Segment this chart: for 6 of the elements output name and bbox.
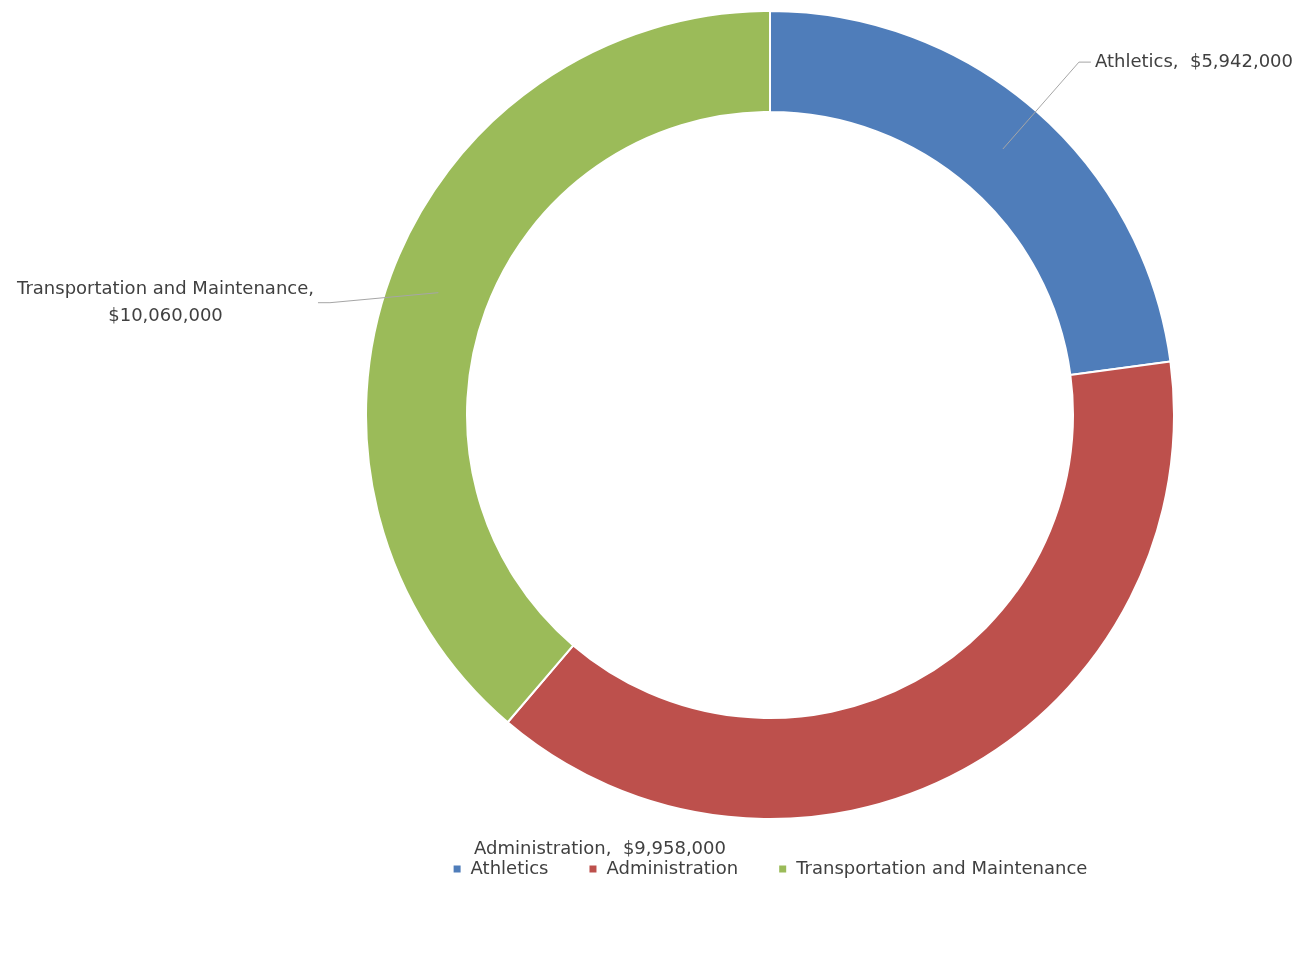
- legend-label: Transportation and Maintenance: [795, 856, 1088, 878]
- legend-label: Athletics: [470, 856, 549, 878]
- data-label: Administration, $9,958,000: [474, 836, 726, 858]
- data-label: Transportation and Maintenance, $10,060,000: [16, 276, 314, 325]
- legend-label: Administration: [606, 856, 739, 878]
- data-label: Athletics, $5,942,000: [1094, 49, 1294, 71]
